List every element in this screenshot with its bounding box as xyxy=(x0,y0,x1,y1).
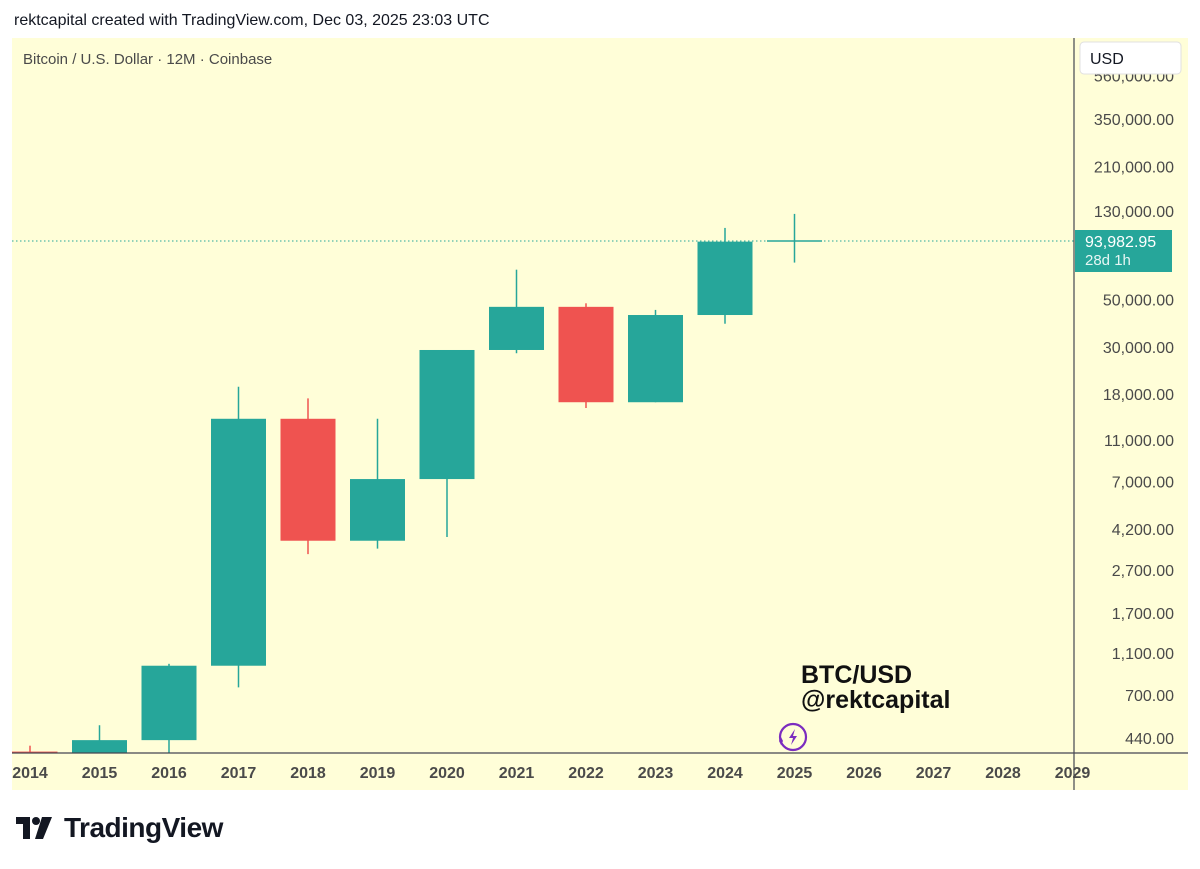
candle-countdown: 28d 1h xyxy=(1085,252,1131,269)
candle-2022[interactable] xyxy=(558,303,614,409)
price-tick-label: 1,100.00 xyxy=(1112,646,1174,663)
tradingview-logo[interactable]: TradingView xyxy=(16,812,223,844)
candles-layer xyxy=(2,213,822,754)
lightning-badge-icon[interactable] xyxy=(778,722,808,752)
year-tick-label: 2021 xyxy=(499,765,535,782)
price-tick-label: 1,700.00 xyxy=(1112,606,1174,623)
candlestick-chart[interactable]: 560,000.00350,000.00210,000.00130,000.00… xyxy=(2,38,1188,790)
candle-body xyxy=(489,306,544,350)
price-tick-label: 440.00 xyxy=(1125,731,1174,748)
time-axis[interactable]: 2014 2015 2016 2017 2018 2019 2020 2021 2022 2023… xyxy=(12,765,1090,782)
year-tick-label: 2023 xyxy=(638,765,674,782)
year-tick-label: 2020 xyxy=(429,765,465,782)
watermark-handle: @rektcapital xyxy=(801,686,950,714)
candle-body xyxy=(72,740,127,753)
price-tick-label: 130,000.00 xyxy=(1094,204,1174,221)
candle-body xyxy=(2,751,58,754)
candle-body xyxy=(211,418,266,666)
candle-body xyxy=(350,479,405,541)
price-tick-label: 2,700.00 xyxy=(1112,563,1174,580)
currency-label: USD xyxy=(1090,51,1124,68)
candle-body xyxy=(628,315,683,403)
symbol-title: Bitcoin / U.S. Dollar · 12M · Coinbase xyxy=(23,51,272,68)
year-tick-label: 2016 xyxy=(151,765,187,782)
year-tick-label: 2025 xyxy=(777,765,813,782)
year-tick-label: 2028 xyxy=(985,765,1021,782)
last-price-label: 93,982.95 xyxy=(1085,234,1156,251)
candle-2024[interactable] xyxy=(697,227,753,324)
candle-body xyxy=(697,241,753,316)
price-tick-label: 30,000.00 xyxy=(1103,340,1174,357)
candle-2021[interactable] xyxy=(489,269,544,354)
price-tick-label: 7,000.00 xyxy=(1112,475,1174,492)
price-tick-label: 350,000.00 xyxy=(1094,112,1174,129)
currency-button[interactable]: USD xyxy=(1079,41,1182,75)
chart-area[interactable]: 560,000.00 350,000.00 210,000.00 130,000.00… xyxy=(2,38,1188,790)
candle-body xyxy=(558,306,614,403)
year-tick-label: 2027 xyxy=(916,765,952,782)
price-tick-label: 4,200.00 xyxy=(1112,522,1174,539)
price-tick-label: 700.00 xyxy=(1125,688,1174,705)
year-tick-label: 2014 xyxy=(12,765,48,782)
candle-2016[interactable] xyxy=(141,663,197,753)
tradingview-logo-icon xyxy=(16,817,52,839)
candle-body xyxy=(141,665,197,741)
year-tick-label: 2019 xyxy=(360,765,396,782)
year-tick-label: 2022 xyxy=(568,765,604,782)
price-tick-label: 18,000.00 xyxy=(1103,387,1174,404)
price-tick-label: 50,000.00 xyxy=(1103,293,1174,310)
candle-2023[interactable] xyxy=(628,309,683,403)
candle-body xyxy=(419,349,475,480)
candle-2018[interactable] xyxy=(280,398,336,555)
candle-2015[interactable] xyxy=(72,725,127,753)
year-tick-label: 2029 xyxy=(1055,765,1091,782)
plot-background xyxy=(12,38,1188,790)
price-tick-label: 210,000.00 xyxy=(1094,160,1174,177)
year-tick-label: 2017 xyxy=(221,765,257,782)
tradingview-wordmark: TradingView xyxy=(64,812,223,843)
price-axis[interactable]: 560,000.00350,000.00210,000.00130,000.00… xyxy=(1094,69,1174,748)
year-tick-label: 2024 xyxy=(707,765,743,782)
candle-2019[interactable] xyxy=(350,418,405,549)
year-tick-label: 2018 xyxy=(290,765,326,782)
candle-2020[interactable] xyxy=(419,349,475,538)
price-tick-label: 11,000.00 xyxy=(1104,433,1174,450)
candle-2017[interactable] xyxy=(211,386,266,688)
chart-caption: rektcapital created with TradingView.com… xyxy=(14,12,490,29)
year-tick-label: 2015 xyxy=(82,765,118,782)
candle-2014[interactable] xyxy=(2,745,58,754)
last-price-tag: 93,982.95 28d 1h xyxy=(1075,230,1172,272)
candle-body xyxy=(280,418,336,541)
year-tick-label: 2026 xyxy=(846,765,882,782)
watermark-symbol: BTC/USD xyxy=(801,661,912,689)
